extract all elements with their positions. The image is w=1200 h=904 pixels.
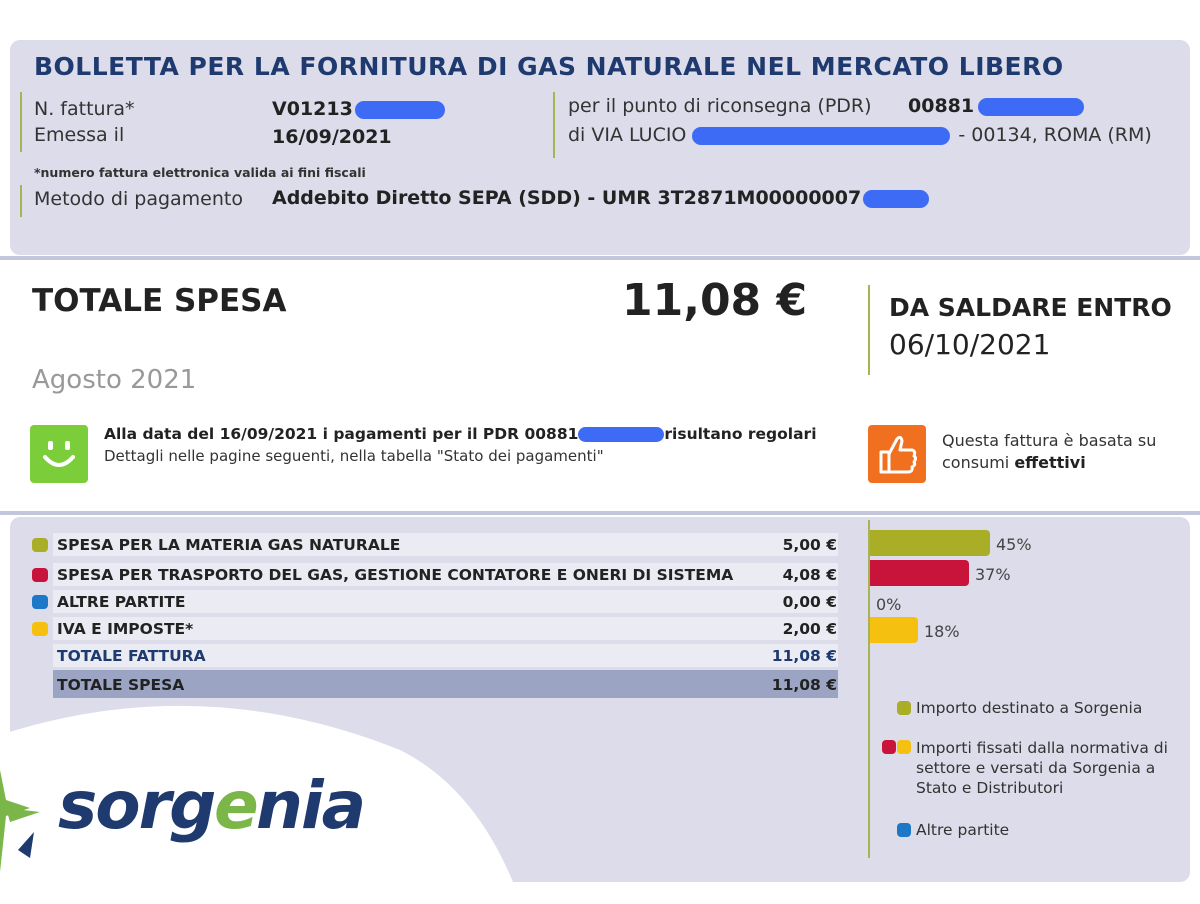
payment-method: Addebito Diretto SEPA (SDD) - UMR 3T2871…	[272, 187, 930, 209]
redaction-mark	[978, 97, 1085, 116]
legend-dot-transport	[32, 568, 48, 582]
payment-method-label: Metodo di pagamento	[34, 188, 243, 210]
header-divider-left	[20, 92, 22, 152]
issued-label: Emessa il	[34, 124, 125, 146]
legend-swatch-regulated-yellow	[897, 740, 911, 754]
invoice-number-label: N. fattura*	[34, 98, 135, 120]
total-spend-heading: TOTALE SPESA	[32, 283, 287, 319]
chart-bar-gas	[870, 530, 990, 556]
total-spend-value: 11,08 €	[771, 676, 837, 694]
invoice-title: BOLLETTA PER LA FORNITURA DI GAS NATURAL…	[34, 52, 1064, 81]
breakdown-row-bg	[53, 590, 838, 613]
total-spend-label: TOTALE SPESA	[57, 676, 185, 694]
redaction-mark	[692, 126, 951, 145]
smiley-icon	[30, 425, 88, 483]
supply-address: di VIA LUCIO - 00134, ROMA (RM)	[568, 124, 1152, 146]
consumption-note-line1: Questa fattura è basata su	[942, 431, 1157, 450]
due-date: 06/10/2021	[889, 328, 1051, 361]
chart-axis	[868, 520, 870, 858]
due-heading: DA SALDARE ENTRO	[889, 293, 1172, 322]
total-amount: 11,08 €	[622, 275, 808, 326]
redaction-mark	[863, 189, 930, 208]
legend-text-other: Altre partite	[916, 821, 1010, 839]
legend-dot-taxes	[32, 622, 48, 636]
row-value-gas: 5,00 €	[782, 536, 837, 554]
legend-dot-gas	[32, 538, 48, 552]
legend-dot-other	[32, 595, 48, 609]
header-divider-right	[553, 92, 555, 158]
section-divider	[0, 511, 1200, 515]
row-label-taxes: IVA E IMPOSTE*	[57, 620, 194, 638]
row-label-other: ALTRE PARTITE	[57, 593, 186, 611]
consumption-note-line2: consumi effettivi	[942, 453, 1086, 472]
chart-label-other: 0%	[876, 595, 902, 614]
breakdown-row-bg	[53, 533, 838, 556]
legend-swatch-regulated-red	[882, 740, 896, 754]
payment-divider	[20, 185, 22, 217]
total-invoice-label: TOTALE FATTURA	[57, 647, 206, 665]
total-invoice-value: 11,08 €	[771, 647, 837, 665]
sorgenia-logo: sorg e nia	[0, 760, 380, 880]
legend-text-regulated: Importi fissati dalla normativa di setto…	[916, 739, 1168, 797]
breakdown-row-bg	[53, 644, 838, 667]
breakdown-row-bg	[53, 617, 838, 640]
thumbs-up-icon	[868, 425, 926, 483]
row-value-transport: 4,08 €	[782, 566, 837, 584]
invoice-header-box	[10, 40, 1190, 255]
chart-bar-taxes	[870, 617, 918, 643]
invoice-footnote: *numero fattura elettronica valida ai fi…	[34, 165, 366, 180]
breakdown-row-bg	[53, 563, 838, 586]
svg-text:sorg: sorg	[58, 767, 215, 844]
due-divider	[868, 285, 870, 375]
pdr-label: per il punto di riconsegna (PDR)	[568, 95, 872, 117]
row-value-other: 0,00 €	[782, 593, 837, 611]
row-value-taxes: 2,00 €	[782, 620, 837, 638]
section-divider	[0, 256, 1200, 260]
payment-status-detail: Dettagli nelle pagine seguenti, nella ta…	[104, 447, 604, 465]
billing-period: Agosto 2021	[32, 365, 197, 395]
chart-label-gas: 45%	[996, 535, 1032, 554]
legend-swatch-sorgenia	[897, 701, 911, 715]
invoice-number: V01213	[272, 98, 445, 120]
chart-bar-transport	[870, 560, 969, 586]
decorative-wave	[0, 700, 520, 900]
issued-date: 16/09/2021	[272, 126, 392, 148]
svg-text:nia: nia	[256, 767, 364, 844]
row-label-gas: SPESA PER LA MATERIA GAS NATURALE	[57, 536, 401, 554]
legend-text-sorgenia: Importo destinato a Sorgenia	[916, 699, 1143, 717]
payment-status-message: Alla data del 16/09/2021 i pagamenti per…	[104, 425, 817, 443]
chart-label-transport: 37%	[975, 565, 1011, 584]
legend-swatch-other	[897, 823, 911, 837]
svg-text:e: e	[214, 767, 257, 844]
row-label-transport: SPESA PER TRASPORTO DEL GAS, GESTIONE CO…	[57, 566, 734, 584]
total-spend-row-bg	[53, 670, 838, 698]
chart-label-taxes: 18%	[924, 622, 960, 641]
redaction-mark	[578, 427, 665, 442]
pdr-number: 00881	[908, 95, 1085, 117]
redaction-mark	[354, 100, 445, 119]
